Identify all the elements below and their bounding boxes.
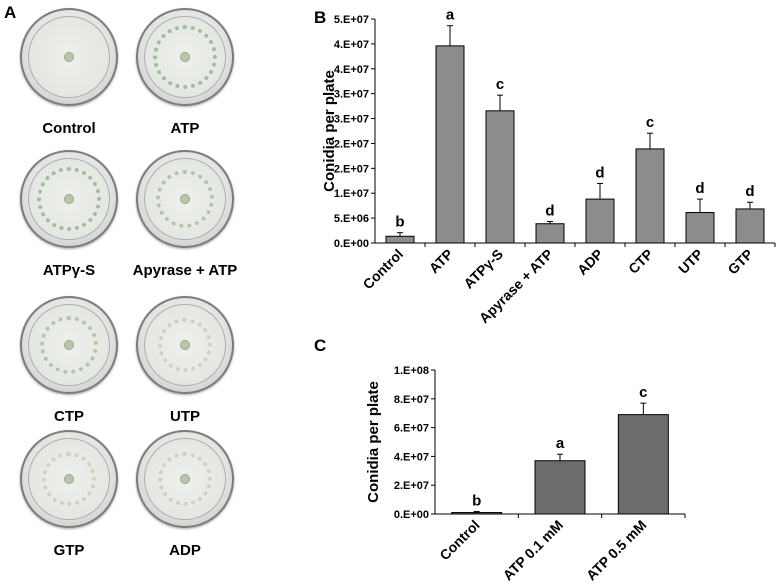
y-axis-label: Conidia per plate <box>365 381 382 503</box>
plate-label: ADP <box>169 542 201 559</box>
plate-label: ATP <box>170 120 200 137</box>
y-tick-label: 1.E+07 <box>334 188 369 200</box>
y-tick-label: 2.E+07 <box>334 163 369 175</box>
bar <box>451 512 503 515</box>
y-tick-label: 4.E+07 <box>394 451 429 463</box>
significance-letter: b <box>472 493 481 510</box>
significance-letter: b <box>395 214 404 231</box>
y-tick-label: 8.E+07 <box>394 394 429 406</box>
y-tick-label: 6.E+07 <box>394 423 429 435</box>
petri-plate <box>136 8 234 106</box>
inoculation-point <box>181 53 189 61</box>
petri-plate <box>20 296 118 394</box>
significance-letter: c <box>646 114 654 131</box>
conidia-ring <box>153 25 217 89</box>
plate-label: GTP <box>53 542 85 559</box>
significance-letter: c <box>496 76 504 93</box>
significance-letter: d <box>695 180 704 197</box>
petri-plate <box>136 430 234 528</box>
inoculation-point <box>181 475 189 483</box>
bar <box>435 45 465 244</box>
panel-b-letter: B <box>314 8 327 27</box>
significance-letter: d <box>745 183 754 200</box>
x-tick-label: ATP 0.5 mM <box>583 517 650 584</box>
y-tick-label: 5.E+06 <box>334 213 369 225</box>
panel-a-letter: A <box>4 3 17 22</box>
plate-label: Apyrase + ATP <box>132 262 238 279</box>
petri-plate <box>136 150 234 248</box>
inoculation-point <box>181 341 189 349</box>
bar <box>735 208 765 244</box>
plate-label: Control <box>42 120 96 137</box>
y-tick-label: 1.E+08 <box>394 365 429 377</box>
conidia-ring <box>158 452 212 506</box>
bar <box>534 460 586 515</box>
y-tick-label: 2.E+07 <box>394 480 429 492</box>
petri-plate <box>20 150 118 248</box>
y-tick-label: 0.E+00 <box>394 509 429 521</box>
plate-label: UTP <box>170 408 200 425</box>
inoculation-point <box>65 475 73 483</box>
inoculation-point <box>65 341 73 349</box>
y-tick-label: 2.E+07 <box>334 138 369 150</box>
conidia-ring <box>40 316 98 374</box>
petri-plate <box>20 8 118 106</box>
x-tick-label: ATP 0.1 mM <box>500 517 567 584</box>
y-tick-label: 5.E+07 <box>334 14 369 26</box>
y-tick-label: 3.E+07 <box>334 89 369 101</box>
conidia-ring <box>37 167 101 231</box>
petri-plate <box>136 296 234 394</box>
conidia-ring <box>158 318 212 372</box>
significance-letter: c <box>639 384 647 401</box>
panel-c-letter: C <box>314 336 327 355</box>
significance-letter: d <box>595 164 604 181</box>
x-tick-label: Control <box>436 517 483 564</box>
bar <box>617 414 669 515</box>
y-tick-label: 3.E+07 <box>334 114 369 126</box>
y-tick-label: 0.E+00 <box>334 238 369 250</box>
significance-letter: d <box>545 202 554 219</box>
inoculation-point <box>65 195 73 203</box>
bar <box>635 148 665 244</box>
y-tick-label: 4.E+07 <box>334 39 369 51</box>
significance-letter: a <box>446 7 455 24</box>
plate-label: ATPγ-S <box>42 262 96 279</box>
bar <box>485 110 515 244</box>
plate-label: CTP <box>54 408 84 425</box>
conidia-ring <box>156 170 214 228</box>
petri-plate <box>20 430 118 528</box>
y-axis-label: Conidia per plate <box>321 70 338 192</box>
inoculation-point <box>181 195 189 203</box>
significance-letter: a <box>556 435 565 452</box>
conidia-ring <box>42 452 96 506</box>
y-tick-label: 4.E+07 <box>334 64 369 76</box>
inoculation-point <box>65 53 73 61</box>
